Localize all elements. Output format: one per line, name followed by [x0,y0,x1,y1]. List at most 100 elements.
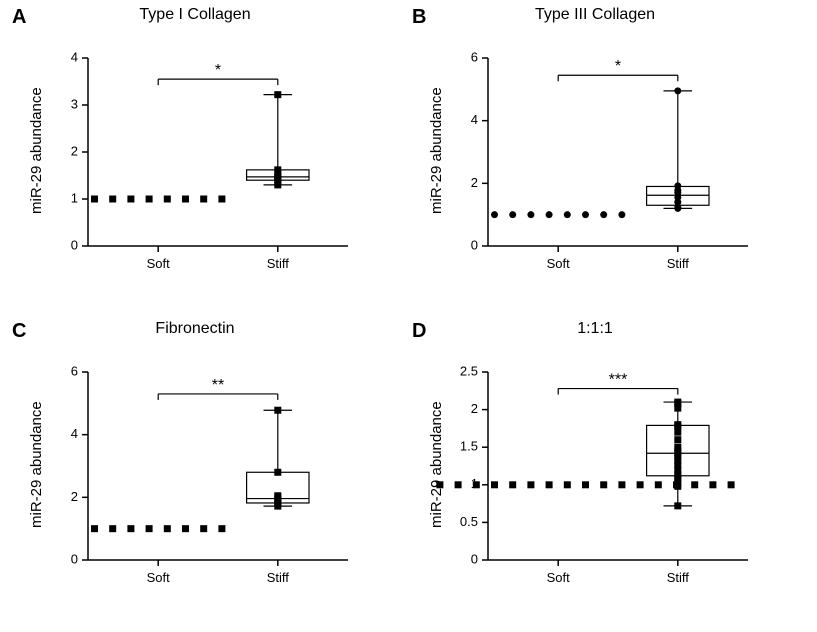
panel-B: BType III CollagenmiR-29 abundance0246So… [430,12,760,302]
svg-text:1.5: 1.5 [460,439,478,454]
significance-label: * [615,58,621,75]
data-point [546,481,553,488]
panel-title: Fibronectin [30,320,360,338]
data-point [674,421,681,428]
data-point [674,399,681,406]
data-point [582,481,589,488]
svg-text:Soft: Soft [547,256,571,271]
significance-label: * [215,62,221,79]
data-point [618,211,625,218]
panel-A: AType I CollagenmiR-29 abundance01234Sof… [30,12,360,302]
svg-text:4: 4 [71,49,78,64]
plot-svg: 0 2 4 6 Soft Stiff * [430,34,760,284]
data-point [709,481,716,488]
significance-label: ** [212,377,224,394]
data-point [182,525,189,532]
svg-text:2: 2 [471,401,478,416]
svg-text:2: 2 [471,175,478,190]
data-point [127,525,134,532]
data-point [109,196,116,203]
svg-text:Soft: Soft [147,256,171,271]
panel-letter: C [12,320,26,343]
panel-C: CFibronectinmiR-29 abundance0246SoftStif… [30,326,360,616]
panel-letter: D [412,320,426,343]
panel-title: 1:1:1 [430,320,760,338]
plot-svg: 0 1 2 3 4 Soft Stiff * [30,34,360,284]
svg-text:2: 2 [71,143,78,158]
plot-svg: 00.511.522.5SoftStiff*** [430,348,760,598]
svg-text:Stiff: Stiff [667,570,690,585]
data-point [674,429,681,436]
svg-text:0: 0 [71,237,78,252]
data-point [509,481,516,488]
data-point [691,481,698,488]
svg-text:Stiff: Stiff [267,256,290,271]
data-point [455,481,462,488]
data-point [674,182,681,189]
svg-text:4: 4 [71,426,78,441]
svg-text:4: 4 [471,112,478,127]
svg-text:Soft: Soft [547,570,571,585]
data-point [218,196,225,203]
panel-letter: B [412,6,426,29]
panel-D: D1:1:1miR-29 abundance00.511.522.5SoftSt… [430,326,760,616]
svg-text:1: 1 [71,190,78,205]
data-point [146,525,153,532]
svg-text:0: 0 [471,237,478,252]
data-point [600,481,607,488]
svg-text:Stiff: Stiff [267,570,290,585]
data-point [274,469,281,476]
data-point [274,407,281,414]
data-point [274,492,281,499]
svg-text:0: 0 [71,551,78,566]
data-point [200,525,207,532]
data-point [127,196,134,203]
panel-title: Type I Collagen [30,6,360,24]
data-point [728,481,735,488]
data-point [91,525,98,532]
data-point [182,196,189,203]
data-point [91,196,98,203]
data-point [274,91,281,98]
data-point [618,481,625,488]
svg-text:6: 6 [71,363,78,378]
data-point [674,436,681,443]
data-point [674,502,681,509]
svg-text:3: 3 [71,96,78,111]
svg-text:Soft: Soft [147,570,171,585]
data-point [655,481,662,488]
data-point [274,166,281,173]
svg-text:0: 0 [471,551,478,566]
significance-label: *** [609,372,628,389]
data-point [164,525,171,532]
data-point [564,481,571,488]
data-point [564,211,571,218]
data-point [218,525,225,532]
data-point [546,211,553,218]
svg-text:6: 6 [471,49,478,64]
data-point [473,481,480,488]
data-point [637,481,644,488]
plot-svg: 0 2 4 6 Soft Stiff ** [30,348,360,598]
data-point [600,211,607,218]
data-point [674,87,681,94]
data-point [146,196,153,203]
data-point [582,211,589,218]
svg-text:0.5: 0.5 [460,514,478,529]
svg-text:2: 2 [71,489,78,504]
data-point [200,196,207,203]
svg-text:2.5: 2.5 [460,363,478,378]
data-point [491,481,498,488]
figure-root: { "figure": { "width": 817, "height": 63… [0,0,817,632]
panel-title: Type III Collagen [430,6,760,24]
data-point [527,211,534,218]
data-point [109,525,116,532]
svg-text:Stiff: Stiff [667,256,690,271]
data-point [164,196,171,203]
data-point [436,481,443,488]
data-point [491,211,498,218]
data-point [509,211,516,218]
data-point [674,444,681,451]
panel-letter: A [12,6,26,29]
data-point [527,481,534,488]
